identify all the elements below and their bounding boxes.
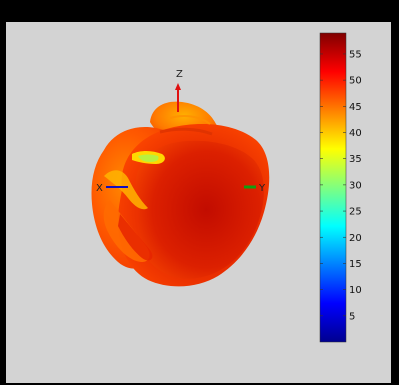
colorbar: 5 10 15 20 25 30 35 40 45 50 55 bbox=[319, 32, 362, 343]
surface-green-patch bbox=[138, 154, 159, 162]
colorbar-tick-label: 10 bbox=[349, 285, 362, 296]
colorbar-ticks: 5 10 15 20 25 30 35 40 45 50 55 bbox=[320, 49, 362, 322]
colorbar-tick-label: 20 bbox=[349, 233, 362, 244]
surface-band-2 bbox=[118, 214, 153, 261]
surface-fold-1 bbox=[159, 127, 213, 136]
axes-triad: X Y Z bbox=[96, 69, 266, 194]
colorbar-tick-label: 55 bbox=[349, 49, 362, 60]
pattern-surface bbox=[91, 101, 270, 287]
colorbar-tick-label: 35 bbox=[349, 154, 362, 165]
colorbar-tick-label: 45 bbox=[349, 102, 362, 113]
surface-fold-2 bbox=[169, 115, 211, 125]
colorbar-tick-label: 5 bbox=[349, 311, 355, 322]
y-axis-label: Y bbox=[258, 183, 266, 194]
x-axis-label: X bbox=[96, 183, 103, 194]
colorbar-tick-label: 15 bbox=[349, 259, 362, 270]
colorbar-gradient bbox=[319, 32, 347, 343]
colorbar-tick-label: 50 bbox=[349, 76, 362, 87]
surface-yellow-band bbox=[104, 170, 148, 210]
z-axis-arrowhead bbox=[175, 83, 181, 90]
colorbar-tick-label: 30 bbox=[349, 180, 362, 191]
colorbar-tick-label: 40 bbox=[349, 128, 362, 139]
surface-right-lobe bbox=[135, 140, 264, 279]
colorbar-tick-label: 25 bbox=[349, 207, 362, 218]
z-axis-label: Z bbox=[176, 69, 183, 80]
